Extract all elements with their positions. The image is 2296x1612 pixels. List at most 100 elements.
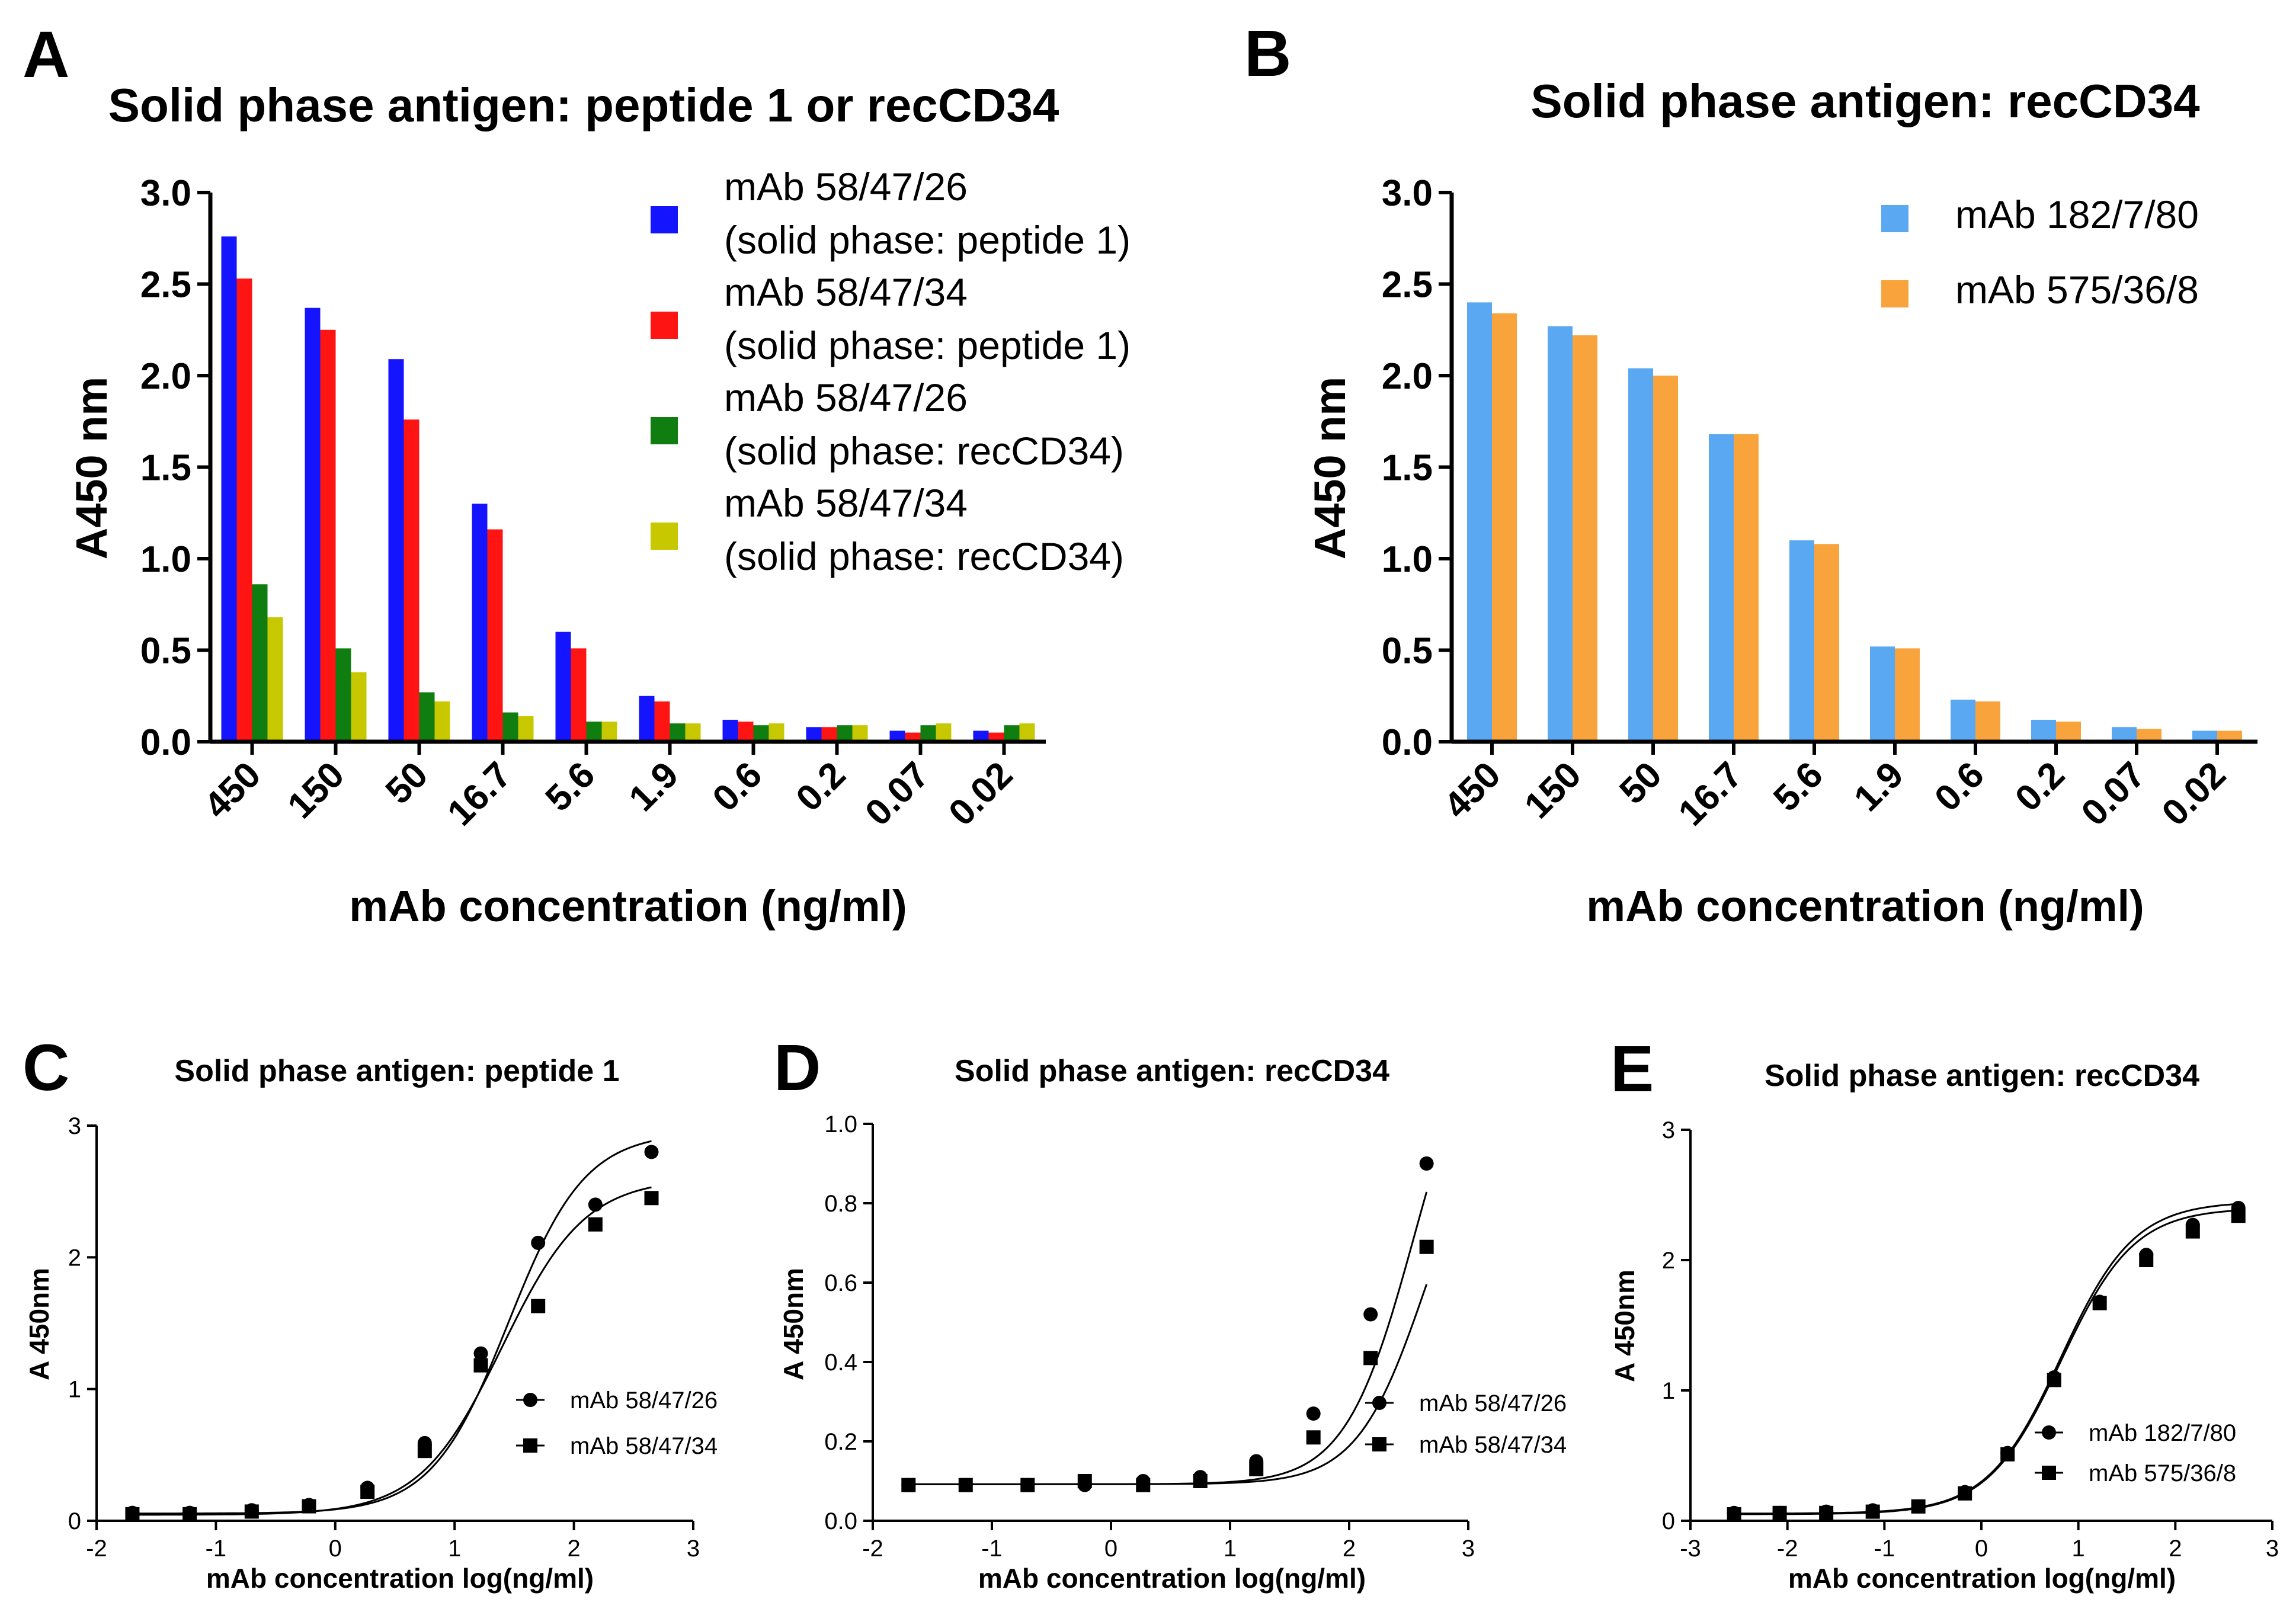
bar-series-2-50 <box>404 419 420 742</box>
bar-series-2-0.02 <box>2217 730 2242 742</box>
data-point-series-2 <box>244 1504 259 1519</box>
bar-series-3-50 <box>419 692 435 742</box>
legend-marker-2 <box>523 1438 537 1453</box>
x-tick-label: 5.6 <box>1766 754 1831 819</box>
x-tick-label: 150 <box>1517 754 1589 826</box>
data-point-series-2 <box>644 1191 659 1206</box>
y-tick-label: 2.5 <box>1382 265 1433 306</box>
bar-series-1-16.7 <box>472 504 488 742</box>
panel-a-bar-chart: Solid phase antigen: peptide 1 or recCD3… <box>67 79 1131 931</box>
bar-series-2-0.2 <box>2056 722 2081 742</box>
data-point-series-2 <box>1020 1478 1035 1492</box>
fit-curve-1 <box>908 1191 1428 1485</box>
panel-d-curve-chart: Solid phase antigen: recCD34 0.0 0.2 0.4 0.6… <box>778 1054 1567 1594</box>
legend-label-4: (solid phase: recCD34) <box>724 534 1124 578</box>
data-point-series-2 <box>531 1299 546 1313</box>
y-tick-label: 1 <box>1662 1378 1675 1404</box>
legend-label-1: mAb 58/47/26 <box>1419 1390 1567 1416</box>
y-axis-label: A450 nm <box>67 377 116 559</box>
bar-series-1-0.07 <box>2112 727 2137 742</box>
x-tick-label: 0.02 <box>2154 754 2234 834</box>
fit-curve-2 <box>908 1284 1428 1485</box>
bar-series-4-450 <box>267 617 283 742</box>
bar-series-1-0.2 <box>2031 719 2056 742</box>
x-tick-label: 0 <box>329 1536 342 1562</box>
data-point-series-2 <box>1249 1462 1264 1476</box>
data-point-series-2 <box>2185 1224 2200 1239</box>
y-tick-label: 1.5 <box>140 448 191 489</box>
bar-series-4-50 <box>434 701 450 742</box>
x-tick-label: -2 <box>862 1536 883 1562</box>
x-tick-label: 0.07 <box>2074 754 2153 834</box>
legend-label-4: mAb 58/47/34 <box>724 481 968 525</box>
x-axis-label: mAb concentration log(ng/ml) <box>978 1563 1366 1594</box>
legend-label-1: mAb 58/47/26 <box>570 1387 718 1414</box>
x-tick-label: 0 <box>1104 1536 1117 1562</box>
legend-label-1: mAb 182/7/80 <box>1955 193 2199 236</box>
x-tick-label: 450 <box>196 754 268 826</box>
data-point-series-2 <box>2047 1373 2061 1387</box>
data-point-series-2 <box>901 1478 916 1492</box>
bar-series-4-16.7 <box>518 716 534 742</box>
data-point-series-2 <box>958 1478 973 1492</box>
data-point-series-2 <box>1727 1507 1741 1521</box>
data-point-series-2 <box>1772 1505 1787 1520</box>
legend-label-1: mAb 182/7/80 <box>2089 1420 2236 1446</box>
bar-series-1-1.9 <box>1870 646 1895 742</box>
legend-swatch-2 <box>1881 280 1908 307</box>
data-point-series-2 <box>1193 1474 1208 1488</box>
bar-series-4-0.6 <box>768 723 784 742</box>
x-tick-label: 3 <box>687 1536 700 1562</box>
y-tick-label: 0 <box>68 1508 81 1534</box>
bar-series-2-0.07 <box>905 732 921 742</box>
bar-series-2-150 <box>1573 335 1597 742</box>
bar-series-1-50 <box>1628 368 1653 742</box>
y-tick-label: 0.2 <box>824 1429 857 1455</box>
y-tick-label: 1.0 <box>824 1111 857 1137</box>
panel-label-e: E <box>1610 1033 1654 1105</box>
x-axis-label: mAb concentration (ng/ml) <box>349 882 907 931</box>
chart-title: Solid phase antigen: peptide 1 <box>174 1054 619 1088</box>
x-tick-label: 0.2 <box>2007 754 2073 819</box>
data-point-series-1 <box>473 1346 488 1361</box>
x-axis-label: mAb concentration log(ng/ml) <box>206 1563 594 1594</box>
data-point-series-2 <box>588 1217 603 1232</box>
legend-swatch-4 <box>651 523 678 550</box>
bar-series-1-0.07 <box>889 730 905 742</box>
bar-series-1-150 <box>1548 326 1573 742</box>
bar-series-2-150 <box>320 329 336 742</box>
x-tick-label: 0.6 <box>705 754 770 819</box>
legend-label-1: (solid phase: peptide 1) <box>724 218 1131 262</box>
bar-series-2-0.02 <box>988 732 1004 742</box>
y-tick-label: 2 <box>1662 1248 1675 1274</box>
panel-c-curve-chart: Solid phase antigen: peptide 1 0 1 2 3 -2 -1 0 1… <box>24 1054 718 1594</box>
data-point-series-2 <box>473 1358 488 1373</box>
x-tick-label: 0 <box>1975 1536 1988 1562</box>
bar-series-3-5.6 <box>586 722 602 742</box>
panel-label-b: B <box>1244 17 1291 90</box>
bar-series-2-0.6 <box>738 722 754 742</box>
y-axis-label: A 450nm <box>778 1268 809 1380</box>
y-tick-label: 2.5 <box>140 265 191 306</box>
data-point-series-2 <box>1419 1239 1434 1254</box>
panel-b-bar-chart: Solid phase antigen: recCD34 0.0 0.5 1.0 1.5… <box>1305 75 2257 931</box>
data-point-series-2 <box>2231 1209 2246 1223</box>
legend-swatch-1 <box>651 206 678 233</box>
x-tick-label: -1 <box>206 1536 227 1562</box>
data-point-series-2 <box>125 1507 140 1521</box>
bar-series-3-16.7 <box>502 712 518 742</box>
x-tick-label: 450 <box>1436 754 1509 826</box>
y-tick-label: 3 <box>68 1113 81 1139</box>
data-point-series-2 <box>1958 1486 1972 1501</box>
bar-series-2-0.07 <box>2137 729 2161 742</box>
legend-label-3: mAb 58/47/26 <box>724 376 968 419</box>
x-tick-label: 50 <box>1612 754 1670 812</box>
y-tick-label: 1.0 <box>140 539 191 580</box>
y-tick-label: 0.5 <box>140 631 191 672</box>
bar-series-1-0.2 <box>806 727 822 742</box>
bar-series-1-16.7 <box>1709 434 1734 742</box>
y-tick-label: 3 <box>1662 1117 1675 1143</box>
chart-title: Solid phase antigen: recCD34 <box>1765 1059 2199 1093</box>
chart-title: Solid phase antigen: peptide 1 or recCD3… <box>108 79 1059 132</box>
y-axis-label: A450 nm <box>1305 377 1354 559</box>
